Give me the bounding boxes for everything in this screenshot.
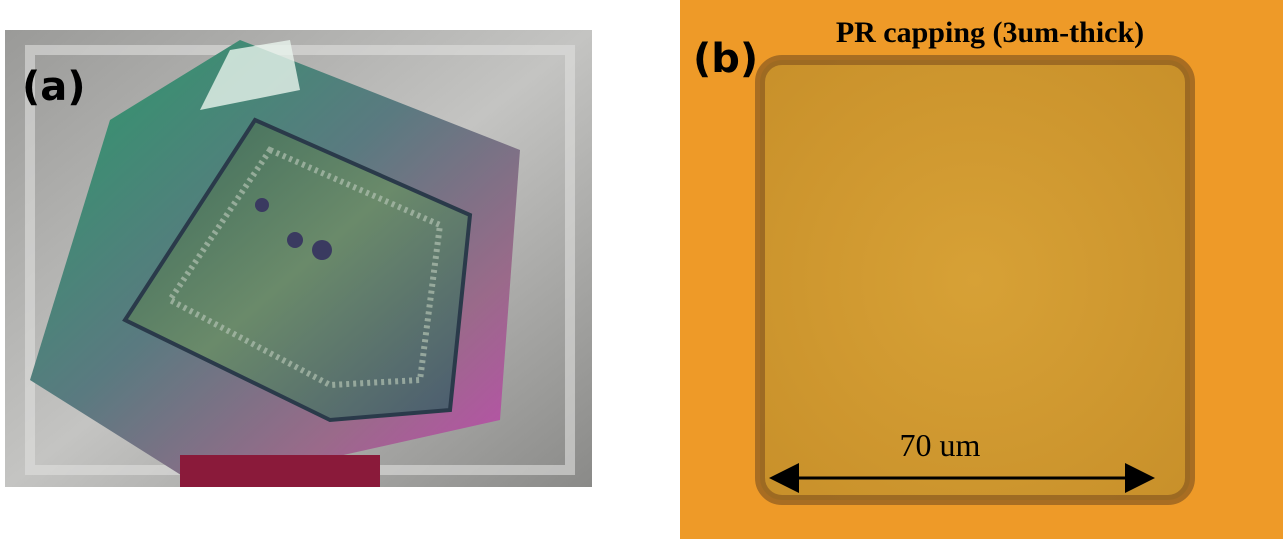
scale-label: 70 um xyxy=(900,427,981,463)
panel-label: (a) xyxy=(22,64,86,110)
panel-a: (a) xyxy=(5,30,592,487)
panel-title: PR capping (3um-thick) xyxy=(836,16,1144,49)
shadow xyxy=(180,455,380,487)
defect xyxy=(255,198,269,212)
defect xyxy=(312,240,332,260)
panel-b: (b) PR capping (3um-thick) 70 um xyxy=(680,0,1283,539)
panel-label: (b) xyxy=(693,36,758,82)
defect xyxy=(287,232,303,248)
figure: (a) (b) PR capping (3um-thick) 70 um xyxy=(0,0,1283,539)
